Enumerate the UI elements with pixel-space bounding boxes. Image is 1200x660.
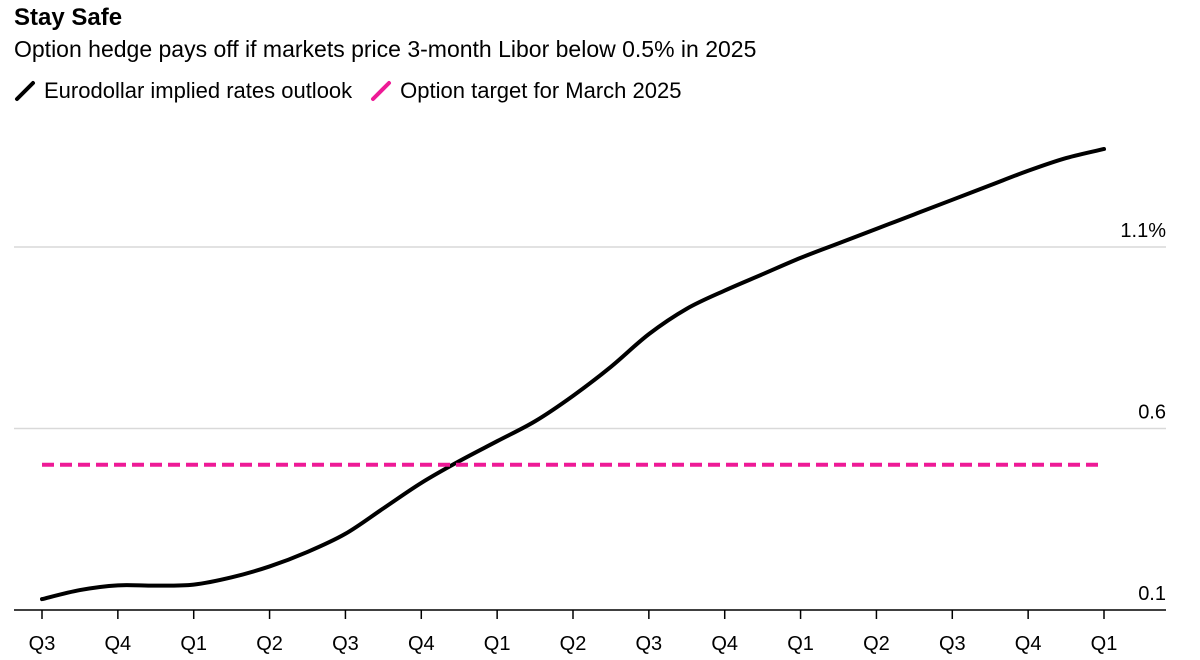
y-tick-label: 0.6 (1138, 402, 1166, 424)
x-tick-label: Q1 (787, 633, 814, 655)
legend: Eurodollar implied rates outlook Option … (14, 77, 699, 105)
x-tick-label: Q4 (1015, 633, 1042, 655)
y-tick-label: 0.1 (1138, 583, 1166, 605)
legend-label-outlook: Eurodollar implied rates outlook (44, 78, 353, 103)
legend-swatch-dashed (371, 81, 392, 101)
x-tick-label: Q3 (939, 633, 966, 655)
x-tick-label: Q3 (29, 633, 56, 655)
x-tick-label: Q4 (711, 633, 738, 655)
x-tick-label: Q2 (863, 633, 890, 655)
series-line-eurodollar-outlook (40, 146, 1106, 602)
legend-item-target: Option target for March 2025 (370, 78, 681, 104)
legend-label-target: Option target for March 2025 (400, 78, 682, 103)
chart-title: Stay Safe (14, 4, 123, 31)
legend-item-outlook: Eurodollar implied rates outlook (14, 78, 352, 104)
x-tick-label: Q1 (1091, 633, 1118, 655)
y-tick-label: 1.1% (1120, 220, 1166, 242)
x-tick-label: Q3 (332, 633, 359, 655)
legend-swatch-solid (15, 81, 35, 101)
x-tick-label: Q1 (484, 633, 511, 655)
x-tick-label: Q4 (105, 633, 132, 655)
x-tick-label: Q3 (636, 633, 663, 655)
x-tick-label: Q2 (560, 633, 587, 655)
x-tick-label: Q4 (408, 633, 435, 655)
chart-subtitle: Option hedge pays off if markets price 3… (14, 36, 757, 62)
x-tick-label: Q2 (256, 633, 283, 655)
x-tick-label: Q1 (180, 633, 207, 655)
